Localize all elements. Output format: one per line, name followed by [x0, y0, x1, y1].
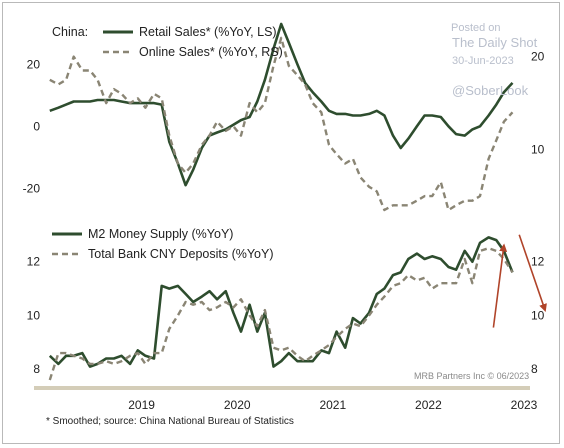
left-tick-label: 8	[33, 362, 40, 376]
legend-label-m2: M2 Money Supply (%YoY)	[88, 227, 233, 241]
text-layer: China: Retail Sales* (%YoY, LS) Online S…	[23, 22, 545, 427]
x-tick-label: 2023	[511, 398, 538, 412]
right-tick-label: 12	[531, 255, 545, 269]
chart-frame	[2, 2, 560, 444]
left-tick-label: 12	[27, 255, 41, 269]
watermark-date: 30-Jun-2023	[452, 55, 514, 67]
region-label: China:	[52, 25, 88, 39]
left-tick-label: -20	[23, 181, 41, 195]
footnote: * Smoothed; source: China National Burea…	[46, 416, 294, 427]
right-tick-label: 20	[531, 50, 545, 64]
left-tick-label: 20	[27, 57, 41, 71]
watermark-publication: The Daily Shot	[452, 35, 538, 50]
right-tick-label: 10	[531, 308, 545, 322]
legend-label-online-sales: Online Sales* (%YoY, RS)	[139, 45, 283, 59]
x-tick-label: 2022	[415, 398, 442, 412]
legend-label-retail-sales: Retail Sales* (%YoY, LS)	[139, 25, 277, 39]
left-tick-label: 10	[27, 308, 41, 322]
annotation-arrow	[492, 243, 508, 328]
watermark-posted-on: Posted on	[451, 22, 501, 34]
credit-text: MRB Partners Inc © 06/2023	[414, 371, 529, 381]
right-tick-label: 8	[531, 362, 538, 376]
series-layer	[34, 22, 547, 390]
series-line-dashed-0	[49, 36, 514, 212]
x-axis-band	[34, 386, 530, 390]
x-tick-label: 2021	[319, 398, 346, 412]
series-line-dashed-1	[48, 246, 514, 381]
x-tick-label: 2020	[224, 398, 251, 412]
right-tick-label: 10	[531, 143, 545, 157]
x-tick-label: 2019	[128, 398, 155, 412]
series-line-solid-1	[48, 236, 514, 368]
watermark-handle: @SoberLook	[452, 83, 529, 98]
series-line-solid-0	[49, 22, 514, 187]
legend-label-deposits: Total Bank CNY Deposits (%YoY)	[88, 247, 274, 261]
left-tick-label: 0	[33, 119, 40, 133]
annotation-arrow	[518, 234, 547, 312]
